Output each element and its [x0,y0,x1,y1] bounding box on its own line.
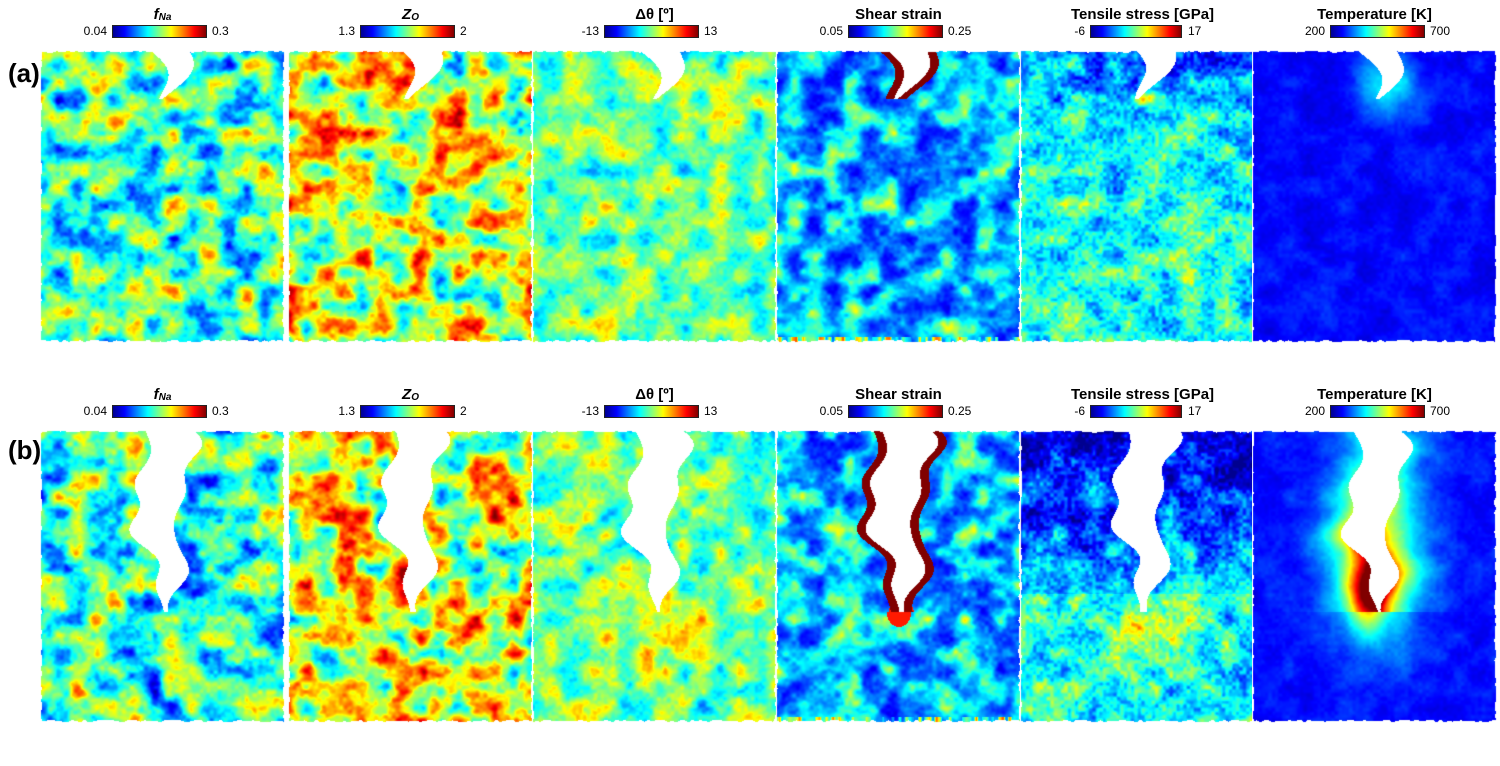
heatmap-fna-a [40,48,285,344]
colorbar [1330,405,1425,418]
colorbar [848,25,943,38]
heatmap-zo-b [288,428,533,724]
colorbar-max-label: 17 [1188,24,1202,38]
panel-title: Shear strain [855,6,942,23]
colorbar-min-label: 200 [1304,24,1325,38]
colorbar [604,405,699,418]
panel-title: Δθ [º] [635,6,674,23]
colorbar-min-label: -13 [581,404,599,418]
heatmap-dtheta-a [532,48,777,344]
colorbar-max-label: 2 [460,24,467,38]
colorbar-min-label: -13 [581,24,599,38]
colorbar-max-label: 17 [1188,404,1202,418]
panel-a-dtheta: Δθ [º] -13 13 [532,4,777,344]
colorbar-max-label: 0.25 [948,404,972,418]
colorbar [1330,25,1425,38]
heatmap-temperature-b [1252,428,1497,724]
heatmap-shear-b [776,428,1021,724]
colorbar-min-label: -6 [1074,404,1085,418]
colorbar [112,25,207,38]
colorbar-max-label: 13 [704,24,718,38]
panel-a-tensile: Tensile stress [GPa] -6 17 [1020,4,1265,344]
panel-b-zo: ZO 1.3 2 [288,384,533,724]
colorbar-min-label: 0.04 [83,24,107,38]
colorbar [848,405,943,418]
panel-a-shear: Shear strain 0.05 0.25 [776,4,1021,344]
colorbar [112,405,207,418]
colorbar-min-label: 1.3 [338,24,355,38]
panel-title: ZO [402,6,419,23]
panel-a-fna: fNa 0.04 0.3 [40,4,285,344]
panel-title: Shear strain [855,386,942,403]
colorbar-min-label: 0.05 [819,24,843,38]
panel-a-temperature: Temperature [K] 200 700 [1252,4,1497,344]
colorbar-max-label: 700 [1430,404,1451,418]
colorbar-min-label: 0.05 [819,404,843,418]
colorbar-min-label: 200 [1304,404,1325,418]
row-label-b: (b) [8,435,42,465]
colorbar [360,405,455,418]
heatmap-tensile-b [1020,428,1265,724]
panel-title: ZO [402,386,419,403]
heatmap-temperature-a [1252,48,1497,344]
panel-title: Temperature [K] [1317,6,1432,23]
colorbar-max-label: 0.25 [948,24,972,38]
colorbar-max-label: 0.3 [212,24,229,38]
panel-title: Δθ [º] [635,386,674,403]
panel-b-fna: fNa 0.04 0.3 [40,384,285,724]
panel-title: fNa [153,386,172,403]
panel-b-shear: Shear strain 0.05 0.25 [776,384,1021,724]
heatmap-tensile-a [1020,48,1265,344]
colorbar [360,25,455,38]
heatmap-fna-b [40,428,285,724]
colorbar-max-label: 13 [704,404,718,418]
panel-title: Tensile stress [GPa] [1070,6,1215,23]
panel-b-temperature: Temperature [K] 200 700 [1252,384,1497,724]
panel-b-dtheta: Δθ [º] -13 13 [532,384,777,724]
colorbar-min-label: 0.04 [83,404,107,418]
heatmap-zo-a [288,48,533,344]
row-label-a: (a) [8,58,40,88]
heatmap-shear-a [776,48,1021,344]
colorbar-max-label: 700 [1430,24,1451,38]
panel-title: fNa [153,6,172,23]
panel-a-zo: ZO 1.3 2 [288,4,533,344]
panel-title: Tensile stress [GPa] [1070,386,1215,403]
panel-b-tensile: Tensile stress [GPa] -6 17 [1020,384,1265,724]
colorbar [604,25,699,38]
panel-title: Temperature [K] [1317,386,1432,403]
colorbar-min-label: 1.3 [338,404,355,418]
colorbar [1090,25,1182,38]
heatmap-dtheta-b [532,428,777,724]
colorbar [1090,405,1182,418]
colorbar-max-label: 0.3 [212,404,229,418]
colorbar-max-label: 2 [460,404,467,418]
colorbar-min-label: -6 [1074,24,1085,38]
